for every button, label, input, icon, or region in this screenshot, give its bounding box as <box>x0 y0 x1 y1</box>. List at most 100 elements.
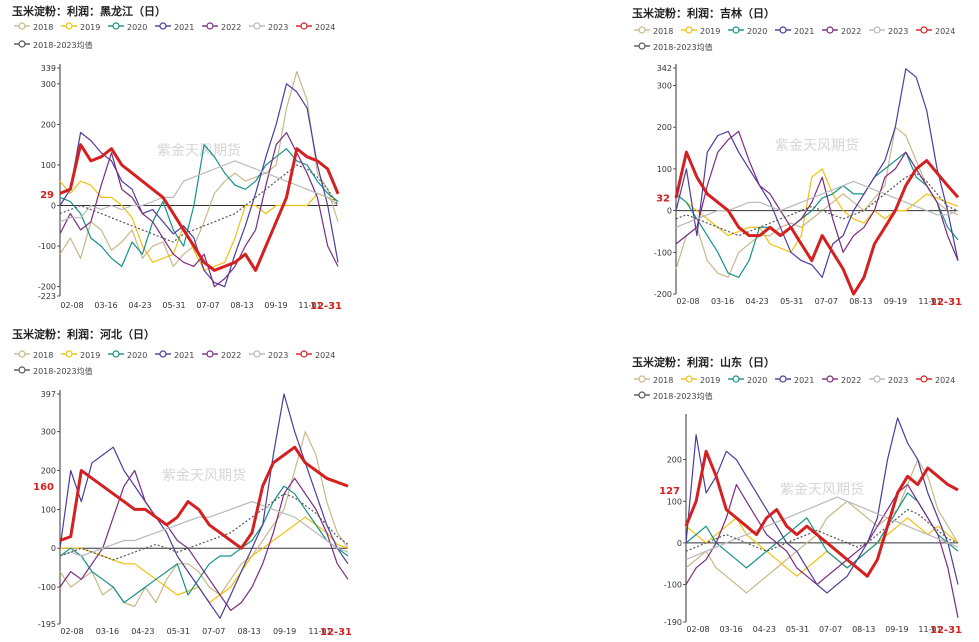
series-line-2018 <box>59 71 339 267</box>
series-line-2020 <box>685 492 959 569</box>
x-tick-label: 07-07 <box>819 625 842 634</box>
last-value-label: 127 <box>659 486 680 497</box>
legend-marker <box>826 26 834 34</box>
legend-marker <box>18 366 26 374</box>
x-tick-label: 09-19 <box>885 625 908 634</box>
last-value-label: 160 <box>33 482 54 493</box>
legend-label-2019[interactable]: 2019 <box>700 27 720 36</box>
legend-label-2024[interactable]: 2024 <box>935 27 955 36</box>
series-line-2023 <box>685 496 959 561</box>
legend-label-2020[interactable]: 2020 <box>127 23 147 32</box>
series-line-2019 <box>685 517 959 577</box>
legend-label-2020[interactable]: 2020 <box>127 351 147 360</box>
y-tick-label: -100 <box>664 581 682 590</box>
x-tick-label: 05-31 <box>162 301 185 310</box>
y-tick-label: -100 <box>654 248 672 257</box>
legend-marker <box>920 26 928 34</box>
legend-label-2022[interactable]: 2022 <box>841 376 861 385</box>
legend-label-2021[interactable]: 2021 <box>794 27 814 36</box>
legend-label-2018-2023均值[interactable]: 2018-2023均值 <box>653 42 713 52</box>
y-tick-label: -100 <box>38 242 56 251</box>
series-line-2020 <box>59 485 349 604</box>
x-tick-label: 02-08 <box>686 625 709 634</box>
legend-label-2020[interactable]: 2020 <box>747 376 767 385</box>
x-tick-label: 04-23 <box>128 301 151 310</box>
y-tick-label: 0 <box>667 207 672 216</box>
legend-marker <box>112 22 120 30</box>
series-line-2022 <box>59 131 339 288</box>
legend-label-2018[interactable]: 2018 <box>33 23 53 32</box>
x-tick-label: 03-16 <box>711 297 734 306</box>
legend-label-2019[interactable]: 2019 <box>80 351 100 360</box>
y-tick-label: -200 <box>654 290 672 299</box>
legend-label-2018[interactable]: 2018 <box>653 27 673 36</box>
legend-label-2018-2023均值[interactable]: 2018-2023均值 <box>33 40 93 50</box>
series-line-2018-2023均值 <box>685 509 959 552</box>
x-tick-label: 02-08 <box>60 627 83 636</box>
legend-marker <box>873 26 881 34</box>
legend-label-2021[interactable]: 2021 <box>794 376 814 385</box>
legend-label-2019[interactable]: 2019 <box>700 376 720 385</box>
y-tick-label: 200 <box>41 120 56 129</box>
legend-label-2018[interactable]: 2018 <box>653 376 673 385</box>
legend-label-2022[interactable]: 2022 <box>841 27 861 36</box>
legend-marker <box>112 350 120 358</box>
series-line-2018 <box>59 431 349 608</box>
x-tick-label: 07-07 <box>202 627 225 636</box>
legend-label-2024[interactable]: 2024 <box>315 351 335 360</box>
legend-marker <box>873 375 881 383</box>
y-tick-label: 200 <box>41 467 56 476</box>
legend-label-2023[interactable]: 2023 <box>268 23 288 32</box>
legend-label-2020[interactable]: 2020 <box>747 27 767 36</box>
y-tick-label: 300 <box>41 428 56 437</box>
x-tick-label: 09-19 <box>264 301 287 310</box>
y-tick-label: 0 <box>677 539 682 548</box>
y-tick-label: -200 <box>38 283 56 292</box>
legend-label-2022[interactable]: 2022 <box>221 23 241 32</box>
series-line-2018 <box>675 126 959 278</box>
legend-marker <box>18 22 26 30</box>
legend-label-2018-2023均值[interactable]: 2018-2023均值 <box>33 366 93 376</box>
legend-label-2024[interactable]: 2024 <box>315 23 335 32</box>
legend-marker <box>253 22 261 30</box>
legend-label-2023[interactable]: 2023 <box>268 351 288 360</box>
legend-marker <box>638 42 646 50</box>
y-tick-label: 200 <box>657 123 672 132</box>
x-tick-label: 02-08 <box>676 297 699 306</box>
x-tick-label: 05-31 <box>786 625 809 634</box>
legend-label-2019[interactable]: 2019 <box>80 23 100 32</box>
series-line-2024 <box>684 449 959 578</box>
x-tick-label: 11-01 <box>918 625 941 634</box>
x-tick-label: 08-13 <box>849 297 872 306</box>
x-tick-label: 05-31 <box>780 297 803 306</box>
x-tick-label: 05-31 <box>167 627 190 636</box>
chart-hebei: 玉米淀粉：利润：河北（日） 2018 2019 2020 2021 2022 2023 202… <box>12 327 352 638</box>
legend-label-2018[interactable]: 2018 <box>33 351 53 360</box>
series-line-2021 <box>59 393 349 619</box>
chart-heilongjiang: 玉米淀粉：利润：黑龙江（日） 2018 2019 2020 2021 2022 2023 20… <box>12 4 342 312</box>
legend-marker <box>65 350 73 358</box>
legend-label-2023[interactable]: 2023 <box>888 376 908 385</box>
x-tick-label: 11-01 <box>308 627 331 636</box>
legend-marker <box>826 375 834 383</box>
y-tick-label: 100 <box>41 505 56 514</box>
y-tick-label: -100 <box>38 583 56 592</box>
legend-label-2018-2023均值[interactable]: 2018-2023均值 <box>653 391 713 401</box>
legend-marker <box>18 40 26 48</box>
legend-label-2024[interactable]: 2024 <box>935 376 955 385</box>
x-tick-label: 04-23 <box>131 627 154 636</box>
y-tick-label: -195 <box>38 620 56 629</box>
legend-label-2022[interactable]: 2022 <box>221 351 241 360</box>
legend-label-2023[interactable]: 2023 <box>888 27 908 36</box>
legend-label-2021[interactable]: 2021 <box>174 351 194 360</box>
x-tick-label: 03-16 <box>720 625 743 634</box>
legend-marker <box>638 26 646 34</box>
series-line-2022 <box>685 484 959 618</box>
x-tick-label: 02-08 <box>60 301 83 310</box>
x-tick-label: 07-07 <box>196 301 219 310</box>
series-line-2023 <box>675 180 959 228</box>
legend-label-2021[interactable]: 2021 <box>174 23 194 32</box>
y-tick-label: 0 <box>51 544 56 553</box>
legend-marker <box>638 375 646 383</box>
